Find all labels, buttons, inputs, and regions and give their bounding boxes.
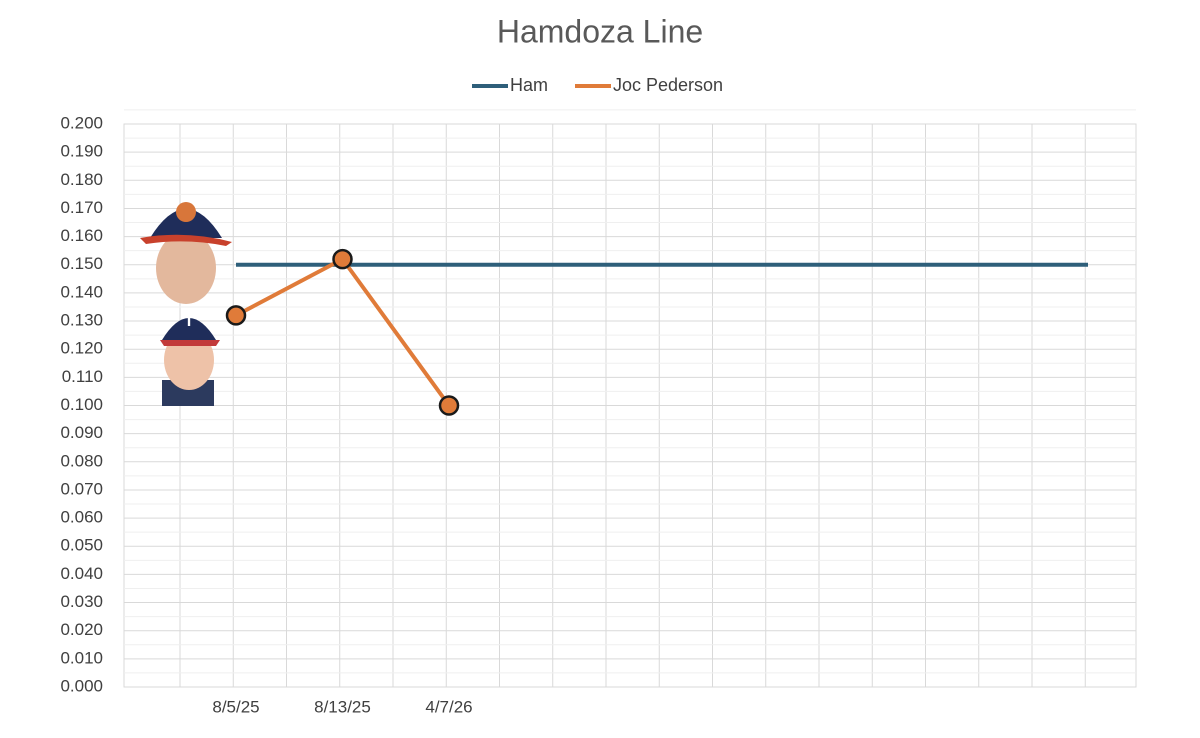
y-tick-label: 0.160 [60,226,103,245]
svg-text:T: T [184,313,194,330]
y-tick-label: 0.170 [60,198,103,217]
x-tick-label: 4/7/26 [425,697,472,716]
player-photo-ham [140,202,232,304]
y-tick-label: 0.190 [60,142,103,161]
y-tick-label: 0.140 [60,282,103,301]
legend-label: Joc Pederson [613,75,723,95]
y-tick-label: 0.000 [60,676,103,695]
y-tick-label: 0.030 [60,592,103,611]
y-tick-label: 0.010 [60,648,103,667]
y-tick-label: 0.020 [60,620,103,639]
data-point [332,248,353,270]
y-tick-label: 0.130 [60,311,103,330]
plot: 0.000 0.010 0.020 0.030 0.040 0.050 0.060 0.070… [60,113,1088,716]
player-photo-joc: T [160,313,220,406]
y-tick-label: 0.100 [60,395,103,414]
y-tick-label: 0.090 [60,423,103,442]
chart-title: Hamdoza Line [497,13,703,49]
y-tick-label: 0.080 [60,451,103,470]
series-line [235,257,451,407]
data-point [438,395,460,416]
y-tick-label: 0.060 [60,508,103,527]
y-tick-label: 0.040 [60,564,103,583]
data-point [225,305,247,326]
y-tick-label: 0.150 [60,254,103,273]
y-tick-label: 0.070 [60,479,103,498]
x-tick-label: 8/5/25 [212,697,259,716]
y-tick-label: 0.200 [60,113,103,132]
vertical-grid [124,109,1136,688]
y-tick-label: 0.050 [60,536,103,555]
y-tick-label: 0.110 [62,367,103,386]
y-tick-label: 0.120 [60,339,103,358]
y-tick-label: 0.180 [60,170,103,189]
legend-label: Ham [510,75,548,95]
x-tick-label: 8/13/25 [314,697,371,716]
